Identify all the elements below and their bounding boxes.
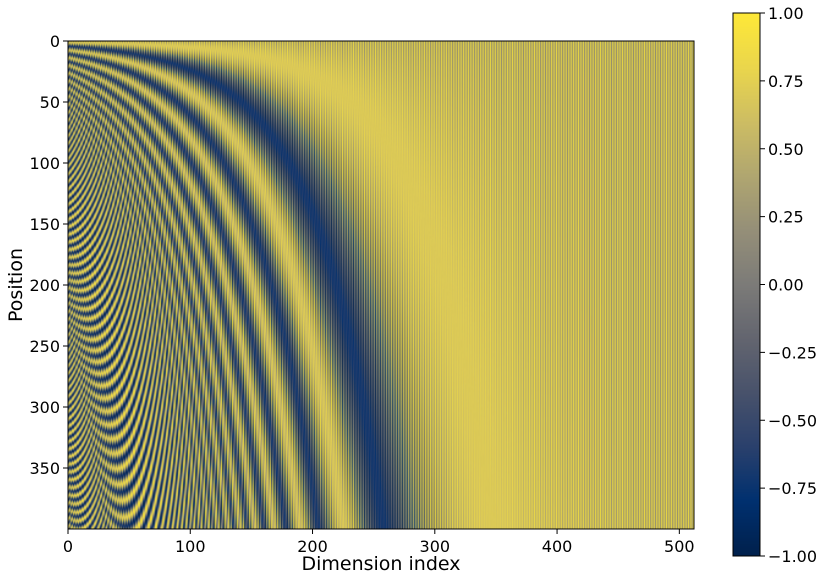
colorbar-tick-label: −0.50 [768,411,817,430]
y-tick-label: 200 [29,276,60,295]
colorbar-tick-label: 0.25 [768,208,804,227]
colorbar-tick-label: −1.00 [768,547,817,566]
colorbar-gradient [733,13,760,556]
x-tick-label: 100 [175,537,206,556]
x-tick-label: 300 [420,537,451,556]
y-tick-label: 150 [29,215,60,234]
colorbar-tick-label: 0.75 [768,72,804,91]
colorbar-tick-label: 1.00 [768,4,804,23]
colorbar-tick-label: −0.75 [768,479,817,498]
y-tick-label: 250 [29,337,60,356]
x-tick-label: 500 [664,537,695,556]
x-tick-label: 0 [63,537,73,556]
colorbar-ticks: 1.00 0.75 0.50 0.25 0.00 −0.25 −0.50 −0.75 −1.00 [760,4,817,566]
y-axis-label: Position [5,248,27,322]
y-tick-label: 350 [29,459,60,478]
heatmap-image [68,41,694,529]
colorbar-tick-label: 0.00 [768,276,804,295]
x-tick-label: 200 [297,537,328,556]
x-tick-label: 400 [542,537,573,556]
y-tick-label: 100 [29,154,60,173]
x-axis-label: Dimension index [301,553,460,575]
colorbar-tick-label: −0.25 [768,343,817,362]
y-tick-label: 50 [40,93,60,112]
y-axis-ticks: 0 50 100 150 200 250 300 350 [29,32,68,478]
y-tick-label: 0 [50,32,60,51]
y-tick-label: 300 [29,398,60,417]
colorbar-tick-label: 0.50 [768,140,804,159]
x-axis-ticks: 0 100 200 300 400 500 [63,529,695,556]
